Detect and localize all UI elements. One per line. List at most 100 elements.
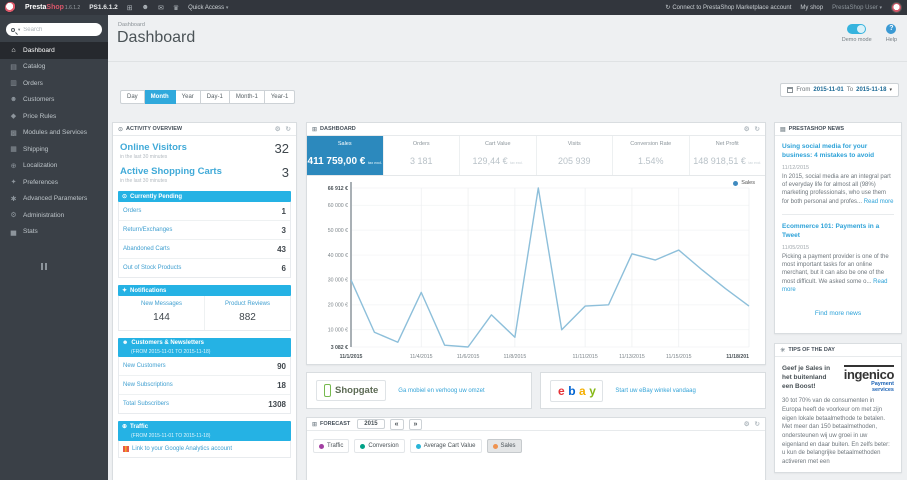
range-year-button[interactable]: Year bbox=[175, 90, 201, 104]
forecast-chip-traffic[interactable]: Traffic bbox=[313, 439, 350, 453]
ingenico-logo: ingenico Payment services bbox=[843, 365, 894, 394]
svg-text:11/8/2015: 11/8/2015 bbox=[504, 354, 527, 360]
sidebar-item-orders[interactable]: ▥ Orders bbox=[0, 75, 108, 92]
kpi-tab-conversion-rate[interactable]: Conversion Rate 1.54% bbox=[613, 136, 690, 175]
marketplace-connect-link[interactable]: ↻ Connect to PrestaShop Marketplace accou… bbox=[665, 4, 791, 12]
previous-year-button[interactable]: « bbox=[389, 418, 404, 430]
my-shop-link[interactable]: My shop bbox=[800, 4, 824, 11]
help-icon[interactable]: ? bbox=[886, 24, 897, 34]
returns-link[interactable]: Return/Exchanges bbox=[123, 227, 173, 233]
read-more-link[interactable]: Read more bbox=[782, 278, 888, 294]
traffic-header: ⊕ Traffic (FROM 2015-11-01 TO 2015-11-18… bbox=[118, 421, 291, 441]
kpi-value: 148 918,51 € tax excl. bbox=[693, 156, 762, 166]
google-analytics-link[interactable]: Link to your Google Analytics account bbox=[132, 446, 233, 452]
prestashop-logo[interactable] bbox=[5, 2, 16, 13]
search-input[interactable] bbox=[23, 26, 97, 33]
kpi-tab-visits[interactable]: Visits 205 939 bbox=[537, 136, 613, 175]
range-day-button[interactable]: Day bbox=[120, 90, 145, 104]
forecast-chip-average-cart-value[interactable]: Average Cart Value bbox=[409, 439, 482, 453]
svg-text:10 000 €: 10 000 € bbox=[328, 328, 348, 334]
forecast-chip-sales[interactable]: Sales bbox=[486, 439, 522, 453]
sidebar-search[interactable]: ▾ bbox=[6, 23, 102, 36]
svg-text:11/4/2015: 11/4/2015 bbox=[410, 354, 433, 360]
cart-icon[interactable]: ⊞ bbox=[126, 4, 133, 12]
cogs-icon: ✱ bbox=[10, 195, 17, 203]
sidebar-item-modules[interactable]: ▩ Modules and Services bbox=[0, 125, 108, 142]
sidebar-item-label: Catalog bbox=[23, 63, 46, 71]
sidebar: ▾ ⌂ Dashboard ▤ Catalog ▥ Orders ☻ Customers… bbox=[0, 15, 108, 480]
article-title-link[interactable]: Ecommerce 101: Payments in a Tweet bbox=[782, 223, 880, 239]
panel-settings-icon[interactable]: ⚙ bbox=[743, 126, 750, 133]
new-subscriptions-link[interactable]: New Subscriptions bbox=[123, 382, 173, 388]
sidebar-item-stats[interactable]: ▅ Stats bbox=[0, 224, 108, 241]
forecast-chip-conversion[interactable]: Conversion bbox=[354, 439, 405, 453]
panel-settings-icon[interactable]: ⚙ bbox=[274, 126, 281, 133]
range-day-1-button[interactable]: Day-1 bbox=[200, 90, 230, 104]
kpi-label: Conversion Rate bbox=[630, 141, 672, 147]
new-messages-link[interactable]: New Messages bbox=[140, 301, 182, 307]
sidebar-item-dashboard[interactable]: ⌂ Dashboard bbox=[0, 42, 108, 59]
new-customers-link[interactable]: New Customers bbox=[123, 363, 166, 369]
panel-refresh-icon[interactable]: ↻ bbox=[285, 126, 291, 133]
kpi-tab-sales[interactable]: Sales 411 759,00 € tax excl. bbox=[307, 136, 384, 175]
conversion-dot bbox=[360, 443, 366, 449]
shopgate-link[interactable]: Ga mobiel en verhoog uw omzet bbox=[398, 387, 485, 394]
sidebar-item-shipping[interactable]: ▦ Shipping bbox=[0, 141, 108, 158]
demo-mode-toggle[interactable] bbox=[847, 24, 867, 34]
find-more-news-link[interactable]: Find more news bbox=[814, 309, 862, 317]
panel-refresh-icon[interactable]: ↻ bbox=[754, 421, 760, 428]
article-title-link[interactable]: Using social media for your business: 4 … bbox=[782, 143, 875, 159]
sidebar-item-administration[interactable]: ⚙ Administration bbox=[0, 207, 108, 224]
sidebar-item-localization[interactable]: ⊕ Localization bbox=[0, 158, 108, 175]
kpi-tab-orders[interactable]: Orders 3 181 bbox=[384, 136, 460, 175]
customers-icon[interactable]: ☻ bbox=[141, 4, 150, 11]
out-of-stock-link[interactable]: Out of Stock Products bbox=[123, 265, 182, 271]
activity-panel-header: ⊙ ACTIVITY OVERVIEW ⚙ ↻ bbox=[113, 123, 296, 136]
range-month-button[interactable]: Month bbox=[144, 90, 176, 104]
shopgate-banner[interactable]: Shopgate Ga mobiel en verhoog uw omzet bbox=[306, 372, 532, 409]
abandoned-carts-link[interactable]: Abandoned Carts bbox=[123, 246, 170, 252]
globe-icon: ⊕ bbox=[122, 424, 128, 430]
table-row: Total Subscribers 1308 bbox=[119, 395, 290, 413]
collapse-sidebar-button[interactable] bbox=[40, 257, 48, 275]
next-year-button[interactable]: » bbox=[408, 418, 423, 430]
date-range-button[interactable]: From 2015-11-01 To 2015-11-18 ▾ bbox=[780, 83, 899, 97]
panel-settings-icon[interactable]: ⚙ bbox=[743, 421, 750, 428]
kpi-tab-cart-value[interactable]: Cart Value 129,44 € tax excl. bbox=[460, 136, 537, 175]
svg-text:60 000 €: 60 000 € bbox=[328, 203, 348, 209]
sidebar-item-preferences[interactable]: ✦ Preferences bbox=[0, 174, 108, 191]
sidebar-item-catalog[interactable]: ▤ Catalog bbox=[0, 59, 108, 76]
panel-refresh-icon[interactable]: ↻ bbox=[754, 126, 760, 133]
active-carts-link[interactable]: Active Shopping Carts bbox=[120, 166, 222, 177]
product-reviews-link[interactable]: Product Reviews bbox=[224, 301, 271, 307]
read-more-link[interactable]: Read more bbox=[863, 198, 894, 205]
new-messages-cell: New Messages 144 bbox=[119, 296, 205, 330]
total-subscribers-link[interactable]: Total Subscribers bbox=[123, 401, 170, 407]
sidebar-item-price-rules[interactable]: ◆ Price Rules bbox=[0, 108, 108, 125]
chart-legend[interactable]: Sales bbox=[733, 180, 755, 186]
sidebar-item-customers[interactable]: ☻ Customers bbox=[0, 92, 108, 109]
range-year-1-button[interactable]: Year-1 bbox=[264, 90, 296, 104]
svg-text:66 912 €: 66 912 € bbox=[328, 186, 348, 192]
search-scope-chevron-icon[interactable]: ▾ bbox=[18, 26, 21, 32]
messages-icon[interactable]: ✉ bbox=[158, 4, 164, 12]
quick-access-menu[interactable]: Quick Access ▾ bbox=[188, 5, 228, 11]
ebay-link[interactable]: Start uw eBay winkel vandaag bbox=[615, 387, 696, 394]
range-month-1-button[interactable]: Month-1 bbox=[229, 90, 265, 104]
user-menu[interactable]: PrestaShop User ▾ bbox=[832, 5, 882, 11]
rewards-icon[interactable]: ♛ bbox=[172, 4, 180, 12]
forecast-year-button[interactable]: 2015 bbox=[357, 419, 385, 429]
sidebar-item-advanced-parameters[interactable]: ✱ Advanced Parameters bbox=[0, 191, 108, 208]
online-visitors-link[interactable]: Online Visitors bbox=[120, 142, 187, 153]
tag-icon: ◆ bbox=[10, 113, 17, 121]
user-avatar[interactable] bbox=[891, 2, 902, 13]
orders-link[interactable]: Orders bbox=[123, 208, 142, 214]
dashboard-panel-header: ⊞ DASHBOARD ⚙ ↻ bbox=[307, 123, 765, 136]
google-analytics-row: Link to your Google Analytics account bbox=[118, 441, 291, 458]
brand-presta: Presta bbox=[25, 4, 47, 11]
breadcrumb[interactable]: Dashboard bbox=[118, 22, 145, 28]
kpi-tab-net-profit[interactable]: Net Profit 148 918,51 € tax excl. bbox=[690, 136, 766, 175]
quick-access-label: Quick Access bbox=[188, 4, 225, 11]
